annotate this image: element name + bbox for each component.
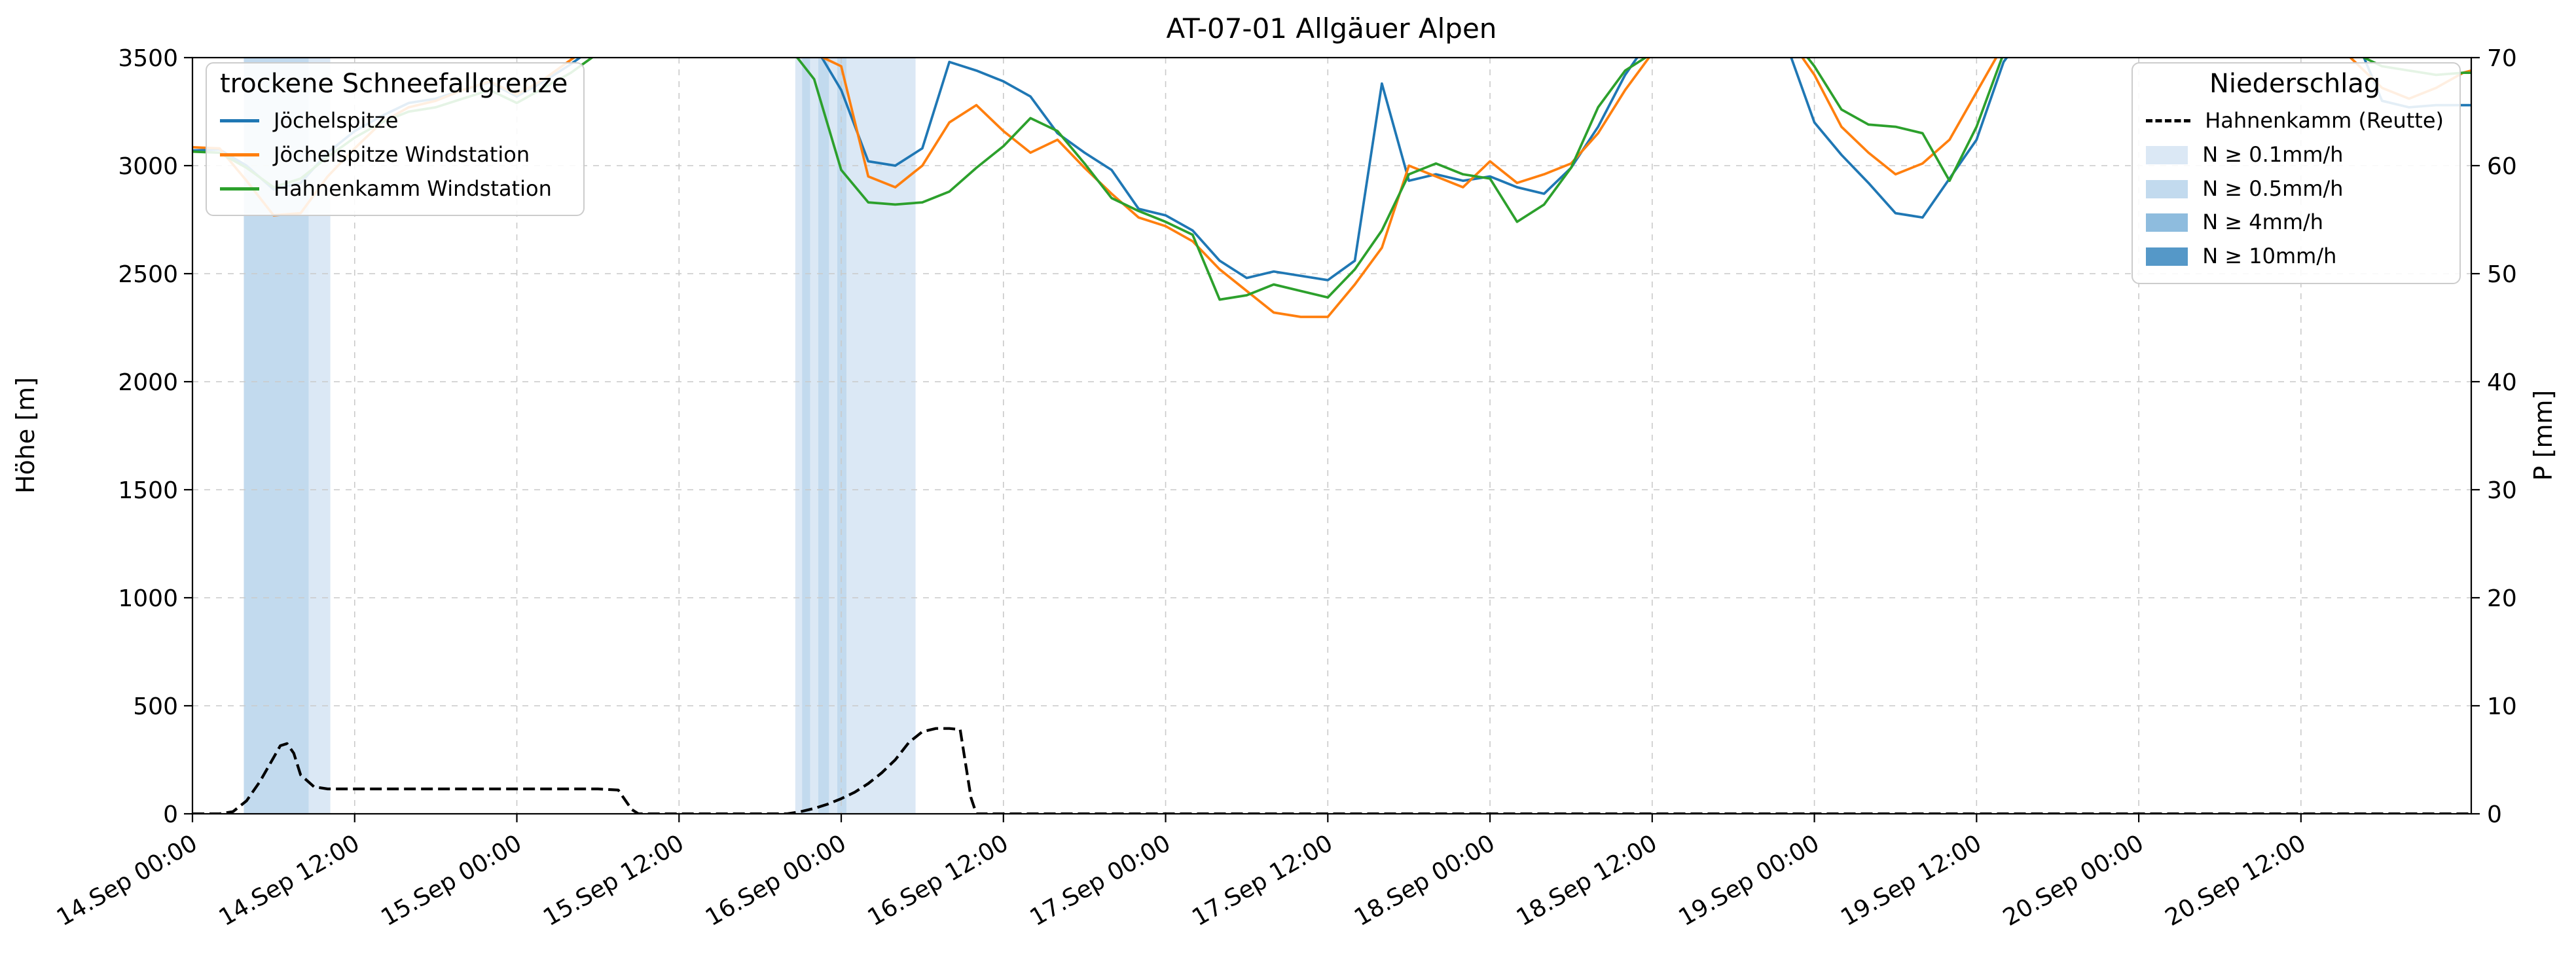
legend-item-label: N ≥ 10mm/h <box>2202 244 2337 269</box>
y-right-axis-label: P [mm] <box>2529 390 2558 481</box>
x-tick-label: 15.Sep 00:00 <box>376 830 526 932</box>
y-right-tick-label: 0 <box>2487 801 2502 828</box>
precip-band <box>837 58 847 814</box>
x-tick-label: 16.Sep 12:00 <box>863 830 1013 932</box>
legend-item-label: Jöchelspitze <box>274 108 399 133</box>
precip-band <box>802 58 810 814</box>
x-tick-label: 17.Sep 00:00 <box>1025 830 1175 932</box>
legend-snowline-title: trockene Schneefallgrenze <box>220 69 568 99</box>
band-sample-icon <box>2146 179 2188 198</box>
precip-band <box>810 58 818 814</box>
x-tick-label: 20.Sep 00:00 <box>1999 830 2149 932</box>
y-left-tick-label: 500 <box>133 693 178 720</box>
y-right-tick-label: 40 <box>2487 369 2517 396</box>
legend-item-label: Hahnenkamm (Reutte) <box>2205 108 2444 133</box>
line-sample-icon <box>220 119 259 123</box>
x-tick-label: 16.Sep 00:00 <box>701 830 851 932</box>
x-tick-label: 19.Sep 00:00 <box>1674 830 1824 932</box>
y-left-tick-label: 1000 <box>118 585 178 612</box>
y-left-tick-label: 0 <box>163 801 178 828</box>
precip-band <box>795 58 803 814</box>
band-sample-icon <box>2146 145 2188 164</box>
x-tick-label: 14.Sep 12:00 <box>215 830 365 932</box>
legend-item-hahnenkamm-reutte: Hahnenkamm (Reutte) <box>2146 104 2444 138</box>
y-right-tick-label: 10 <box>2487 693 2517 720</box>
legend-snowline-items: Jöchelspitze Jöchelspitze Windstation Hahn… <box>220 104 568 206</box>
y-left-axis-label: Höhe [m] <box>11 377 40 494</box>
x-tick-label: 18.Sep 00:00 <box>1350 830 1500 932</box>
legend-item-n-4mm-h: N ≥ 4mm/h <box>2146 206 2444 240</box>
line-sample-icon <box>220 153 259 157</box>
x-tick-label: 17.Sep 12:00 <box>1188 830 1337 932</box>
legend-item-label: N ≥ 4mm/h <box>2202 210 2324 235</box>
legend-item-hahnenkamm-windstation: Hahnenkamm Windstation <box>220 172 568 206</box>
legend-item-j-chelspitze: Jöchelspitze <box>220 104 568 138</box>
y-left-tick-label: 1500 <box>118 477 178 504</box>
precip-band <box>818 58 829 814</box>
x-tick-label: 15.Sep 12:00 <box>539 830 689 932</box>
series-j-chelspitze-windstation <box>192 58 2471 318</box>
y-left-tick-label: 3500 <box>118 45 178 72</box>
y-left-tick-label: 2500 <box>118 261 178 288</box>
x-tick-label: 20.Sep 12:00 <box>2161 830 2311 932</box>
legend-item-label: Hahnenkamm Windstation <box>274 175 552 201</box>
y-right-tick-label: 70 <box>2487 45 2517 72</box>
legend-item-n-10mm-h: N ≥ 10mm/h <box>2146 240 2444 274</box>
series-hahnenkamm-reutte <box>192 727 2471 814</box>
series-j-chelspitze <box>192 58 2471 282</box>
x-tick-label: 19.Sep 12:00 <box>1836 830 1986 932</box>
x-tick-label: 18.Sep 12:00 <box>1512 830 1662 932</box>
legend-precip: Niederschlag Hahnenkamm (Reutte) N ≥ 0.1m… <box>2132 62 2461 285</box>
legend-item-j-chelspitze-windstation: Jöchelspitze Windstation <box>220 138 568 172</box>
legend-item-label: N ≥ 0.5mm/h <box>2202 175 2344 201</box>
legend-item-label: N ≥ 0.1mm/h <box>2202 141 2344 167</box>
x-tick-label: 14.Sep 00:00 <box>52 830 202 932</box>
precip-band <box>829 58 837 814</box>
precip-band <box>846 58 916 814</box>
band-sample-icon <box>2146 213 2188 232</box>
band-sample-icon <box>2146 247 2188 266</box>
y-right-tick-label: 30 <box>2487 477 2517 504</box>
chart-title: AT-07-01 Allgäuer Alpen <box>1167 12 1497 45</box>
y-right-tick-label: 20 <box>2487 585 2517 612</box>
plot-spines <box>191 56 2473 815</box>
dashed-line-sample-icon <box>2146 119 2191 123</box>
legend-precip-title: Niederschlag <box>2209 69 2381 99</box>
y-right-tick-label: 50 <box>2487 261 2517 288</box>
legend-snowline: trockene Schneefallgrenze Jöchelspitze Jö… <box>206 62 585 217</box>
legend-item-label: Jöchelspitze Windstation <box>274 141 530 167</box>
y-left-tick-label: 3000 <box>118 153 178 180</box>
legend-precip-items: Hahnenkamm (Reutte) N ≥ 0.1mm/h N ≥ 0.5mm/… <box>2146 104 2444 274</box>
y-right-tick-label: 60 <box>2487 153 2517 180</box>
legend-item-n-0-1mm-h: N ≥ 0.1mm/h <box>2146 138 2444 172</box>
legend-item-n-0-5mm-h: N ≥ 0.5mm/h <box>2146 172 2444 206</box>
line-sample-icon <box>220 187 259 191</box>
y-left-tick-label: 2000 <box>118 369 178 396</box>
